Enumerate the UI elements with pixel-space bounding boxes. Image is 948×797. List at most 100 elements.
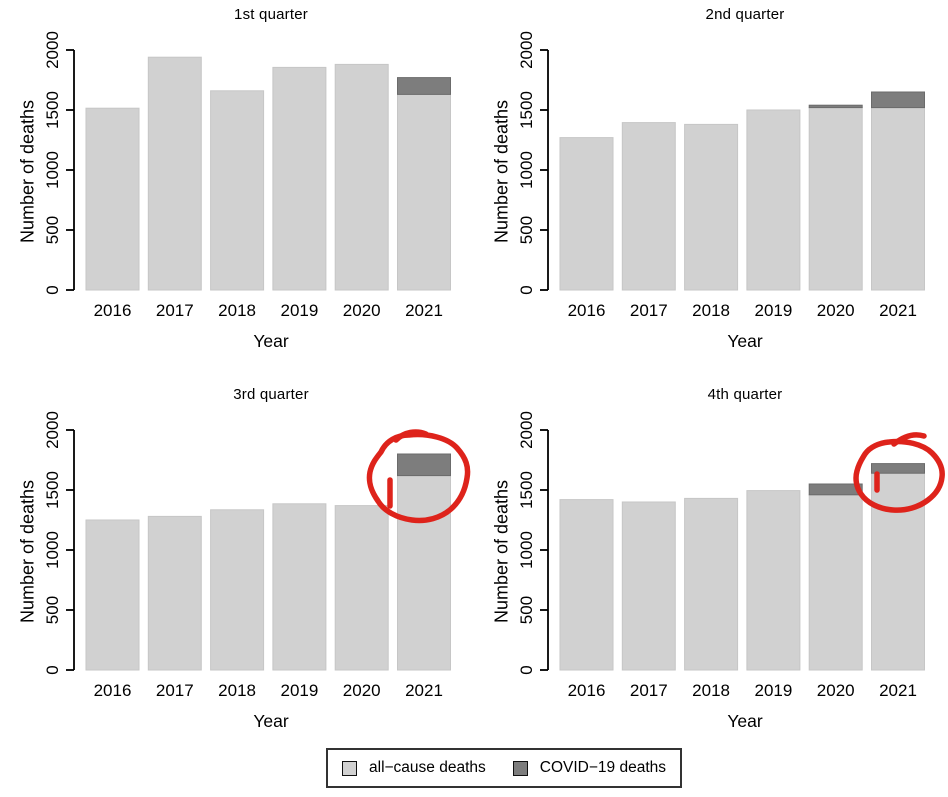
x-tick-label: 2019 — [754, 681, 792, 700]
y-tick-label: 500 — [43, 596, 62, 624]
red-circle-annotation — [853, 438, 945, 513]
y-tick-label: 1000 — [43, 531, 62, 569]
bar-2020-all-cause — [808, 107, 863, 291]
y-tick-label: 500 — [43, 216, 62, 244]
x-tick-label: 2017 — [630, 681, 668, 700]
x-axis-title: Year — [253, 331, 289, 351]
bar-2021-all-cause — [397, 475, 451, 671]
bar-2019-all-cause — [746, 490, 801, 671]
x-tick-label: 2020 — [817, 301, 855, 320]
bar-2018-all-cause — [684, 497, 739, 671]
chart-2nd-quarter: 0 500 1000 1500 2000 2016 2017 2018 2019 2020 2021… — [474, 0, 948, 380]
chart-title: 2nd quarter — [705, 6, 785, 23]
x-tick-label: 2020 — [343, 301, 381, 320]
y-tick-label: 0 — [43, 665, 62, 674]
bar-2021-covid — [397, 453, 451, 477]
bar-2021-covid — [871, 463, 925, 474]
y-tick-label: 2000 — [43, 411, 62, 449]
y-axis-title: Number of deaths — [491, 479, 512, 624]
x-tick-label: 2018 — [692, 301, 730, 320]
bar-2018-all-cause — [684, 123, 739, 291]
x-tick-label: 2016 — [94, 301, 132, 320]
chart-4th-quarter: 0 500 1000 1500 2000 2016 2017 2018 2019 2020 2021… — [474, 380, 948, 760]
x-tick-label: 2018 — [692, 681, 730, 700]
bar-plot-4th-quarter: 0 500 1000 1500 2000 2016 2017 2018 2019 2020 2021 — [517, 411, 945, 700]
bar-2017-all-cause — [621, 501, 676, 671]
bar-2021-covid — [397, 77, 451, 95]
x-tick-label: 2019 — [280, 681, 318, 700]
y-tick-label: 1500 — [517, 91, 536, 129]
x-tick-label: 2017 — [156, 301, 194, 320]
bar-2020-all-cause — [808, 494, 863, 671]
x-tick-label: 2018 — [218, 301, 256, 320]
legend-label: all−cause deaths — [369, 759, 486, 776]
x-axis-title: Year — [253, 711, 289, 731]
x-axis-title: Year — [727, 331, 763, 351]
red-pen-tail — [891, 432, 927, 447]
y-tick-label: 1000 — [517, 151, 536, 189]
chart-3rd-quarter: 0 500 1000 1500 2000 2016 2017 2018 2019 2020 2021… — [0, 380, 474, 760]
bar-2020-all-cause — [334, 63, 389, 291]
chart-title: 3rd quarter — [233, 386, 309, 403]
bar-2021-covid — [871, 91, 925, 109]
bar-plot-2nd-quarter: 0 500 1000 1500 2000 2016 2017 2018 2019 2020 2021 — [517, 31, 925, 320]
y-tick-label: 500 — [517, 596, 536, 624]
y-tick-label: 1500 — [43, 471, 62, 509]
y-tick-label: 2000 — [517, 31, 536, 69]
y-tick-label: 500 — [517, 216, 536, 244]
x-tick-label: 2020 — [343, 681, 381, 700]
y-axis-title: Number of deaths — [17, 479, 38, 624]
bar-2016-all-cause — [85, 519, 140, 671]
x-tick-label: 2020 — [817, 681, 855, 700]
bar-2019-all-cause — [746, 109, 801, 291]
all-cause-swatch-icon — [342, 760, 357, 776]
y-axis-title: Number of deaths — [17, 99, 38, 244]
bar-2021-all-cause — [871, 472, 925, 671]
y-axis-title: Number of deaths — [491, 99, 512, 244]
y-tick-label: 1000 — [43, 151, 62, 189]
bar-2017-all-cause — [147, 56, 202, 291]
legend-item-covid: COVID−19 deaths — [512, 759, 666, 777]
bar-plot-1st-quarter: 0 500 1000 1500 2000 2016 2017 2018 2019 2020 2021 — [43, 31, 451, 320]
bar-2020-covid — [808, 104, 863, 109]
y-tick-label: 2000 — [517, 411, 536, 449]
x-tick-label: 2017 — [156, 681, 194, 700]
chart-grid: 0 500 1000 1500 2000 2016 2017 2018 2019 2020 2021… — [0, 0, 948, 760]
bar-2016-all-cause — [559, 499, 614, 671]
y-tick-label: 0 — [517, 665, 536, 674]
x-tick-label: 2021 — [879, 301, 917, 320]
x-tick-label: 2017 — [630, 301, 668, 320]
bar-2019-all-cause — [272, 503, 327, 671]
red-pen-tail — [393, 429, 429, 443]
x-tick-label: 2016 — [94, 681, 132, 700]
y-tick-label: 1500 — [43, 91, 62, 129]
x-tick-label: 2021 — [405, 301, 443, 320]
legend-label: COVID−19 deaths — [539, 759, 666, 776]
bar-2020-all-cause — [334, 505, 389, 671]
bar-plot-3rd-quarter: 0 500 1000 1500 2000 2016 2017 2018 2019 2020 2021 — [43, 411, 471, 700]
x-tick-label: 2021 — [879, 681, 917, 700]
bar-2018-all-cause — [210, 509, 265, 671]
bar-2016-all-cause — [559, 137, 614, 291]
y-tick-label: 2000 — [43, 31, 62, 69]
x-tick-label: 2016 — [568, 681, 606, 700]
y-tick-label: 1500 — [517, 471, 536, 509]
bar-2016-all-cause — [85, 107, 140, 291]
chart-title: 1st quarter — [234, 6, 308, 23]
x-tick-label: 2019 — [754, 301, 792, 320]
bar-2018-all-cause — [210, 90, 265, 291]
y-tick-label: 1000 — [517, 531, 536, 569]
x-tick-label: 2019 — [280, 301, 318, 320]
bar-2019-all-cause — [272, 66, 327, 291]
chart-title: 4th quarter — [707, 386, 783, 403]
y-tick-label: 0 — [517, 285, 536, 294]
bar-2017-all-cause — [147, 515, 202, 671]
chart-1st-quarter: 0 500 1000 1500 2000 2016 2017 2018 2019 2020 2021… — [0, 0, 474, 380]
bar-2017-all-cause — [621, 122, 676, 291]
bar-2021-all-cause — [871, 107, 925, 291]
covid-swatch-icon — [512, 760, 528, 776]
x-tick-label: 2016 — [568, 301, 606, 320]
legend: all−cause deaths COVID−19 deaths — [326, 748, 682, 788]
y-tick-label: 0 — [43, 285, 62, 294]
